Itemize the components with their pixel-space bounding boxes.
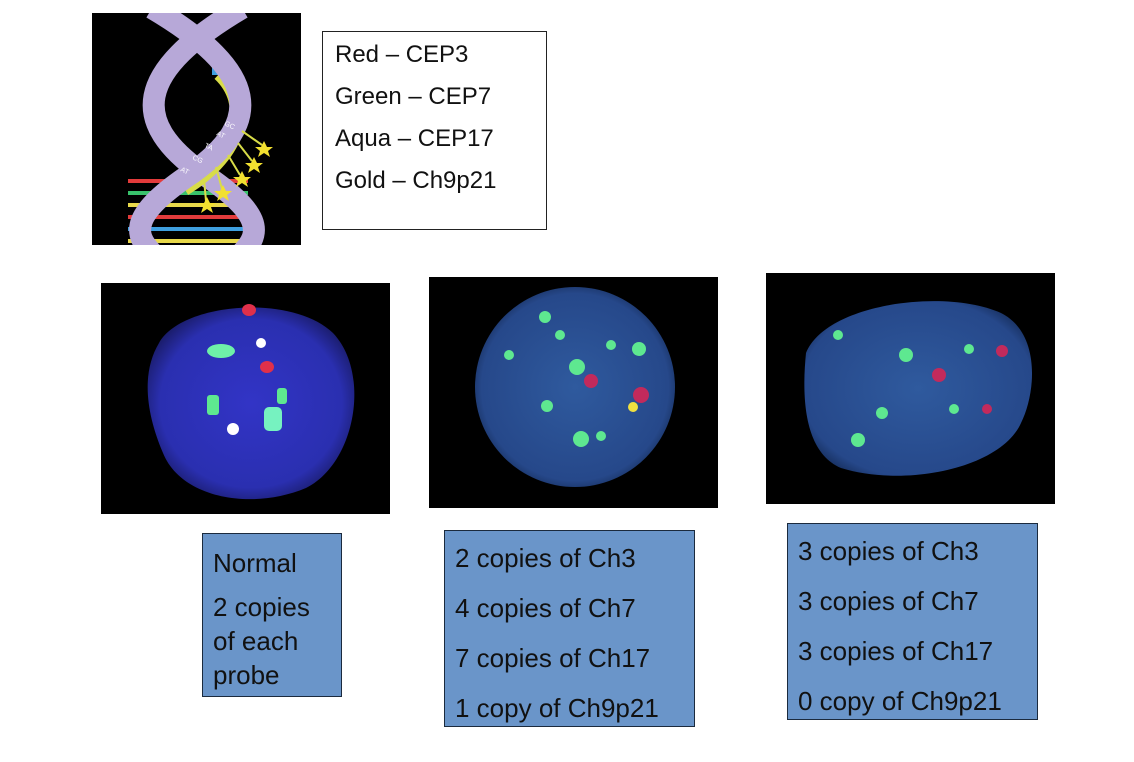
abnormal-1-line: 1 copy of Ch9p21: [455, 693, 659, 723]
normal-text: 2 copies of each probe: [213, 592, 310, 690]
abnormal-2-description-box: 3 copies of Ch3 3 copies of Ch7 3 copies…: [787, 523, 1038, 720]
normal-description-box: Normal 2 copies of each probe: [202, 533, 342, 697]
abnormal-2-line: 0 copy of Ch9p21: [798, 686, 1002, 716]
abnormal-2-line: 3 copies of Ch3: [798, 536, 979, 566]
nucleus-abnormal-1-image: [429, 277, 718, 508]
dna-label: AT: [215, 130, 226, 140]
dna-label: GC: [223, 120, 235, 131]
abnormal-2-line: 3 copies of Ch17: [798, 636, 994, 666]
dna-probe-illustration: GC AT TA CG AT: [92, 13, 301, 245]
probe-legend: Red – CEP3 Green – CEP7 Aqua – CEP17 Gol…: [322, 31, 547, 230]
dna-label: TA: [203, 142, 214, 152]
legend-item-red: Red – CEP3: [335, 41, 469, 68]
dna-label: CG: [191, 154, 203, 165]
nucleus-abnormal-2-image: [766, 273, 1055, 504]
normal-title: Normal: [213, 548, 297, 578]
legend-item-gold: Gold – Ch9p21: [335, 167, 497, 194]
abnormal-1-line: 7 copies of Ch17: [455, 643, 651, 673]
nucleus-normal-image: [101, 283, 390, 514]
legend-item-aqua: Aqua – CEP17: [335, 125, 494, 152]
legend-item-green: Green – CEP7: [335, 83, 492, 110]
dna-label: AT: [179, 166, 190, 176]
abnormal-1-line: 2 copies of Ch3: [455, 543, 636, 573]
abnormal-1-description-box: 2 copies of Ch3 4 copies of Ch7 7 copies…: [444, 530, 695, 727]
abnormal-1-line: 4 copies of Ch7: [455, 593, 636, 623]
abnormal-2-line: 3 copies of Ch7: [798, 586, 979, 616]
